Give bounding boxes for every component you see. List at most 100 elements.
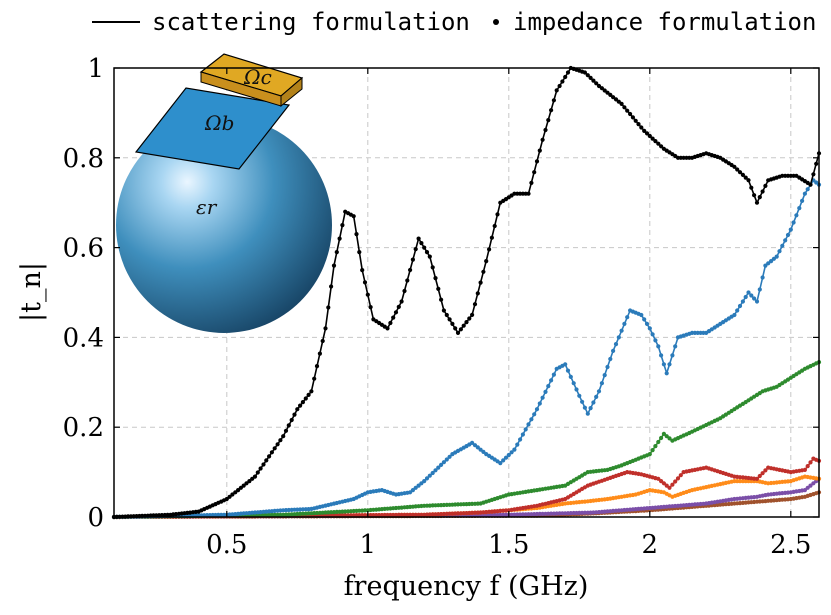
series-point (520, 432, 526, 437)
series-point (281, 434, 286, 439)
series-point (740, 172, 746, 177)
series-point (554, 88, 559, 93)
x-tick-label: 2 (642, 530, 659, 560)
series-point (656, 439, 661, 445)
omega-c-front (200, 71, 282, 107)
series-point (498, 461, 503, 466)
series-point (447, 454, 452, 459)
series-point (515, 442, 520, 447)
series-point (518, 437, 523, 442)
series-point (780, 243, 785, 248)
series-point (537, 148, 542, 153)
series-point (656, 476, 661, 481)
series-point (805, 464, 810, 469)
series-point (503, 455, 509, 460)
series-point (501, 458, 506, 463)
series-point (264, 458, 269, 463)
ticks: 0.5 1 1.5 2 2.5 0 0.2 0.4 0.6 0.8 1 (63, 54, 819, 560)
series-point (681, 155, 686, 160)
series-point (509, 450, 514, 455)
series-point (399, 299, 404, 304)
series-point (647, 452, 652, 457)
series-point (368, 305, 373, 310)
series-point (314, 364, 320, 369)
series-point (444, 457, 449, 462)
series-point (794, 213, 799, 218)
series-point (272, 446, 277, 451)
series-point (757, 195, 762, 200)
series-point (478, 280, 483, 285)
omega-c-label: Ωc (243, 65, 272, 89)
series-point (261, 462, 266, 467)
series-point (399, 512, 404, 518)
series-point (323, 326, 328, 331)
series-point (410, 488, 415, 493)
series-point (647, 326, 652, 331)
series-point (453, 326, 458, 331)
series-point (269, 450, 274, 455)
series-point (320, 338, 325, 344)
series-point (447, 317, 452, 322)
series-point (616, 335, 621, 340)
y-tick-label: 0.6 (63, 234, 104, 264)
epsilon-r-label: εr (196, 195, 218, 219)
series-point (549, 108, 554, 113)
series-point (639, 125, 644, 130)
series-point (481, 269, 486, 274)
omega-b-plane (134, 87, 291, 170)
y-tick-label: 0.2 (63, 413, 104, 443)
series-point (752, 193, 757, 198)
series-point (673, 479, 678, 484)
omega-b-label: Ωb (204, 111, 234, 135)
series-point (608, 92, 613, 97)
series-point (599, 381, 605, 386)
series-point (543, 389, 548, 394)
series-point (526, 422, 531, 427)
y-axis-title: |t_n| (16, 262, 47, 322)
series-point (802, 488, 808, 493)
series-point (580, 399, 585, 404)
series-point (557, 83, 562, 89)
series-point (659, 435, 664, 441)
series-point (757, 287, 762, 292)
series-point (642, 128, 647, 133)
series-point (534, 159, 540, 164)
geometry-inset: Ωc Ωb εr (116, 53, 332, 333)
legend-scattering-label: scattering formulation (152, 8, 470, 36)
series-point (673, 344, 678, 349)
series-point (295, 407, 300, 412)
series-point (529, 417, 534, 422)
series-point (746, 290, 751, 295)
series-point (582, 405, 588, 410)
series-point (808, 483, 813, 488)
series-0 (111, 65, 822, 520)
series-point (802, 191, 808, 196)
series-point (362, 280, 368, 285)
series-point (546, 118, 551, 123)
x-tick-label: 1 (360, 530, 377, 560)
series-point (337, 236, 342, 241)
series-point (599, 86, 605, 91)
series-point (331, 263, 337, 268)
series-point (625, 315, 630, 320)
series-point (653, 139, 658, 144)
series-point (563, 74, 568, 80)
series-point (540, 395, 545, 400)
x-tick-label: 1.5 (488, 530, 529, 560)
series-point (298, 403, 303, 408)
series-point (769, 259, 774, 264)
series-point (334, 250, 339, 255)
series-point (537, 401, 542, 406)
series-point (622, 321, 627, 326)
series-point (749, 293, 754, 298)
series-point (644, 321, 650, 326)
series-point (317, 351, 322, 356)
series-point (585, 411, 590, 416)
x-axis-title: frequency f (GHz) (344, 571, 589, 602)
series-point (780, 173, 785, 178)
series-point (388, 320, 393, 326)
series-point (487, 247, 492, 252)
series-point (661, 431, 667, 436)
series-point (455, 330, 461, 335)
series-point (227, 494, 232, 499)
